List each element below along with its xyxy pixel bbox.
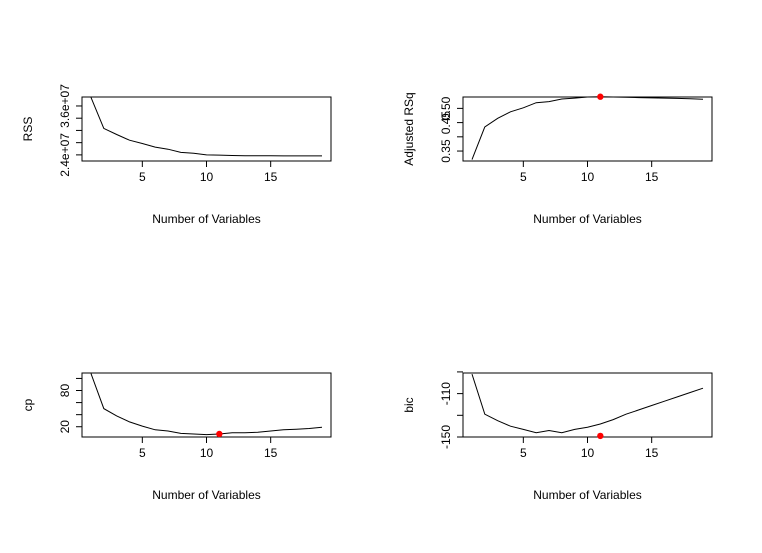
plot-frame: [81, 96, 332, 162]
y-axis-title: cp: [21, 398, 35, 411]
chart-panel-2: 5 10 15 0.35 0.450.50 Number of Variables Adju…: [402, 92, 713, 226]
optimum-marker: [216, 430, 223, 438]
x-axis-title: Number of Variables: [152, 488, 261, 502]
chart-panel-1: 5 10 15 2.4e+07 3.6e+07 Number of Variables RS…: [21, 84, 332, 226]
plot-frame: [462, 96, 713, 162]
y-axis-title: RSS: [21, 117, 35, 142]
chart-panel-3: 5 10 15 20 80 Number of Variables cp: [21, 372, 332, 502]
x-axis-title: Number of Variables: [533, 212, 642, 226]
x-tick-label: 15: [264, 446, 278, 460]
y-axis-title: bic: [402, 397, 416, 412]
y-axis-title: Adjusted RSq: [402, 92, 416, 165]
x-tick-label: 10: [200, 446, 214, 460]
y-tick-label: 0.35: [439, 139, 453, 163]
y-tick-label: -150: [439, 425, 453, 449]
x-tick-label: 5: [139, 170, 146, 184]
series-line: [90, 373, 323, 436]
series-line: [471, 373, 704, 434]
series-line: [471, 96, 704, 160]
x-tick-label: 15: [645, 446, 659, 460]
y-tick-label: 0.45: [439, 111, 453, 135]
x-tick-label: 10: [581, 170, 595, 184]
y-tick-label: 80: [58, 384, 72, 398]
y-tick-label: 3.6e+07: [58, 84, 72, 128]
x-tick-label: 5: [139, 446, 146, 460]
y-tick-label: 2.4e+07: [58, 133, 72, 177]
x-tick-label: 10: [581, 446, 595, 460]
y-tick-label: -110: [439, 382, 453, 405]
x-axis-title: Number of Variables: [152, 212, 261, 226]
x-tick-label: 5: [520, 170, 527, 184]
chart-panel-4: 5 10 15 -150 -110 Number of Variables bic: [402, 371, 713, 502]
y-tick-label: 20: [58, 420, 72, 434]
optimum-marker: [597, 93, 604, 100]
x-tick-label: 15: [645, 170, 659, 184]
series-line: [90, 97, 322, 157]
optimum-marker: [597, 432, 604, 440]
y-tick-label: 0.50: [439, 96, 453, 120]
plot-frame: [81, 372, 332, 438]
x-axis-title: Number of Variables: [533, 488, 642, 502]
x-tick-label: 10: [200, 170, 214, 184]
x-tick-label: 15: [264, 170, 278, 184]
x-tick-label: 5: [520, 446, 527, 460]
